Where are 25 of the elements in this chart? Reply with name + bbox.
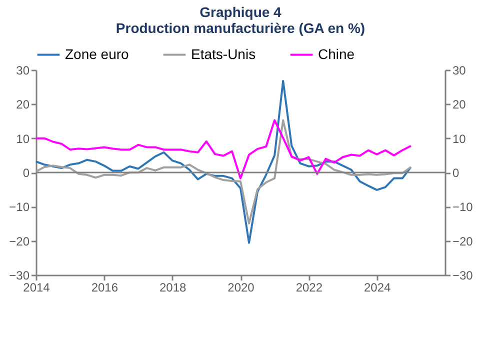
y-tick-label: 20 <box>16 98 30 112</box>
chart-subtitle: Production manufacturière (GA en %) <box>116 20 366 36</box>
y-tick-label: 0 <box>22 166 30 180</box>
y2-tick-label: 10 <box>452 132 466 146</box>
x-tick-label: 2018 <box>159 280 187 294</box>
legend-label: Etats-Unis <box>191 46 256 62</box>
x-tick-label: 2022 <box>296 280 323 294</box>
legend-label: Zone euro <box>65 46 130 62</box>
y2-tick-label: −10 <box>452 200 474 214</box>
x-tick-label: 2020 <box>228 280 255 294</box>
x-tick-label: 2016 <box>91 280 118 294</box>
x-tick-label: 2014 <box>23 280 50 294</box>
legend-label: Chine <box>318 46 355 62</box>
y2-tick-label: −20 <box>452 234 474 248</box>
x-tick-label: 2024 <box>364 280 392 294</box>
y2-tick-label: 20 <box>452 98 466 112</box>
y-tick-label: −30 <box>9 268 30 282</box>
chart-title: Graphique 4 <box>200 4 282 20</box>
y2-tick-label: −30 <box>452 268 474 282</box>
y-tick-label: 30 <box>16 64 30 78</box>
y-tick-label: −20 <box>9 234 30 248</box>
y2-tick-label: 30 <box>452 64 466 78</box>
y2-tick-label: 0 <box>452 166 460 180</box>
y-tick-label: 10 <box>16 132 30 146</box>
y-tick-label: −10 <box>9 200 30 214</box>
